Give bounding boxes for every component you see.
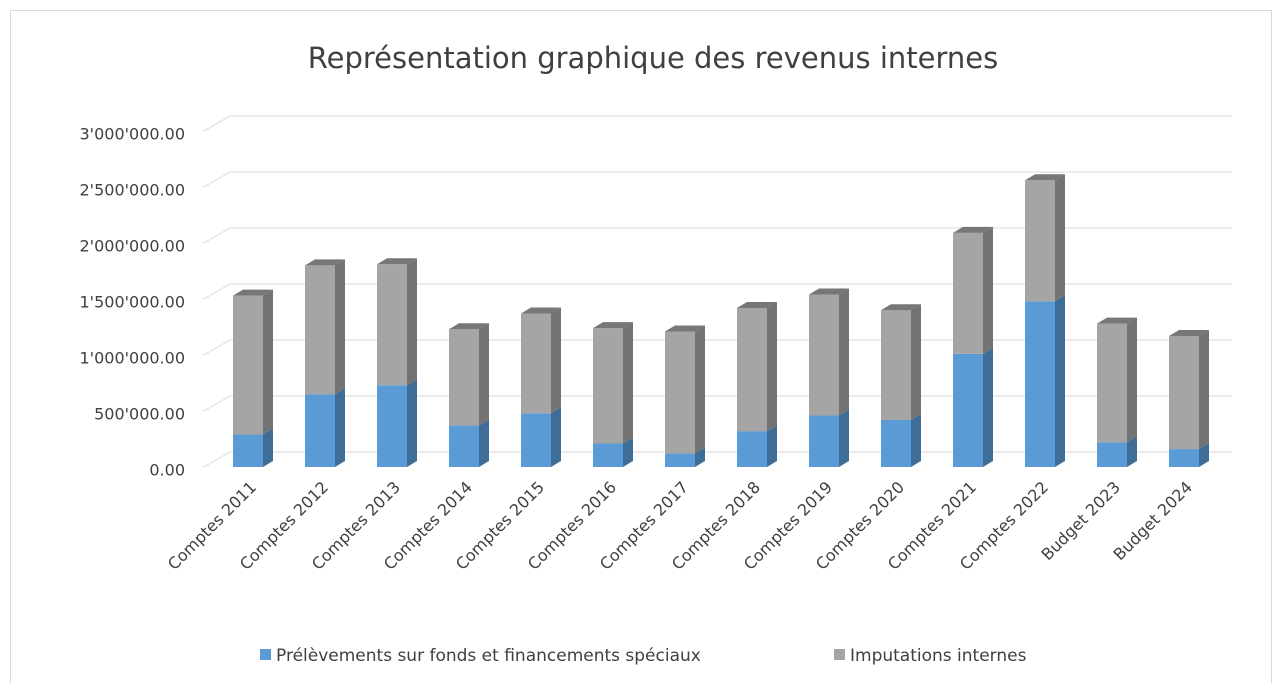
bar-side [479, 419, 489, 467]
bar-top [593, 322, 633, 329]
grid-line [203, 115, 1232, 132]
bar-side [767, 425, 777, 467]
bar-side [551, 407, 561, 467]
bar-side [1055, 295, 1065, 467]
y-tick-label: 1'000'000.00 [80, 349, 186, 368]
bar-side [695, 447, 705, 467]
bar-top [881, 304, 921, 311]
bar-side [335, 388, 345, 467]
bar [665, 331, 695, 454]
bar-top [449, 323, 489, 330]
grid-line [203, 227, 1232, 244]
bar [881, 419, 911, 467]
bar-side [623, 322, 633, 444]
bar-top [953, 226, 993, 233]
bar-side [1127, 317, 1137, 443]
bar [305, 265, 335, 395]
bar-side [695, 325, 705, 454]
bar [233, 295, 263, 435]
chart-title: Représentation graphique des revenus int… [308, 41, 998, 75]
bar-top [809, 288, 849, 295]
bar-side [551, 307, 561, 414]
bar [809, 415, 839, 467]
bar-side [767, 301, 777, 432]
bar [809, 294, 839, 416]
bar-side [335, 259, 345, 395]
bar [233, 434, 263, 467]
bar [377, 385, 407, 467]
bar [1097, 442, 1127, 467]
bar [953, 232, 983, 354]
bar [305, 394, 335, 467]
bar-top [521, 307, 561, 314]
bar-side [1199, 443, 1209, 467]
legend-label: Imputations internes [850, 646, 1027, 666]
bar [1097, 323, 1127, 443]
bar [953, 353, 983, 467]
bar-side [407, 258, 417, 386]
bar-top [377, 258, 417, 265]
legend-label: Prélèvements sur fonds et financements s… [276, 646, 701, 666]
bar [1025, 180, 1055, 302]
bar-side [623, 437, 633, 467]
y-tick-label: 2'000'000.00 [80, 237, 186, 256]
bar-side [1127, 436, 1137, 467]
bar-side [839, 409, 849, 467]
chart-frame [10, 10, 1272, 683]
bar [449, 425, 479, 467]
grid-line [203, 283, 1232, 300]
bar-top [1025, 174, 1065, 181]
bar [377, 264, 407, 386]
bar-side [263, 289, 273, 435]
bar [1025, 301, 1055, 467]
bar-side [983, 347, 993, 467]
y-tick-label: 3'000'000.00 [80, 125, 186, 144]
bar [593, 328, 623, 444]
y-tick-label: 500'000.00 [94, 405, 185, 424]
bar-top [1169, 329, 1209, 336]
bar [881, 310, 911, 420]
legend-swatch [834, 649, 845, 660]
bar-side [1055, 174, 1065, 302]
y-tick-label: 0.00 [149, 461, 185, 480]
bar-side [479, 323, 489, 426]
bar [593, 443, 623, 467]
bar [1169, 449, 1199, 467]
bar-top [737, 301, 777, 308]
bar [449, 329, 479, 426]
bar [665, 453, 695, 467]
bar-top [233, 289, 273, 296]
bar-top [1097, 317, 1137, 324]
y-tick-label: 1'500'000.00 [80, 293, 186, 312]
bar-side [983, 226, 993, 354]
bar [1169, 335, 1199, 450]
bar-side [839, 288, 849, 416]
bar-top [305, 259, 345, 266]
bar-side [407, 379, 417, 467]
bar-side [911, 304, 921, 420]
bar-side [263, 428, 273, 467]
bar-side [911, 413, 921, 467]
bar-top [665, 325, 705, 332]
bar [521, 413, 551, 467]
bar [737, 307, 767, 432]
y-tick-label: 2'500'000.00 [80, 181, 186, 200]
bar [521, 313, 551, 414]
legend-swatch [260, 649, 271, 660]
grid-line [203, 171, 1232, 188]
bar [737, 431, 767, 467]
bar-side [1199, 329, 1209, 450]
